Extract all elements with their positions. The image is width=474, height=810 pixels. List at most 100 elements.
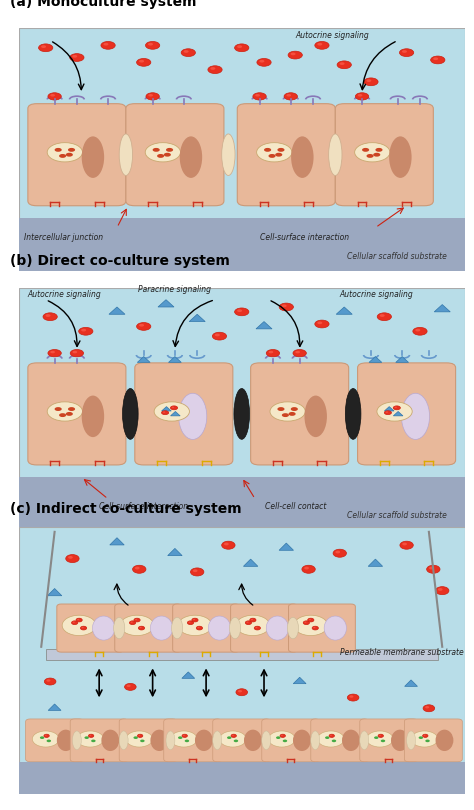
Circle shape: [59, 413, 66, 417]
Polygon shape: [47, 589, 62, 595]
FancyBboxPatch shape: [213, 719, 271, 761]
Circle shape: [146, 41, 160, 49]
Circle shape: [377, 313, 392, 321]
Circle shape: [280, 734, 285, 737]
Circle shape: [72, 620, 78, 625]
Text: (c) Indirect co-culture system: (c) Indirect co-culture system: [10, 502, 242, 516]
Circle shape: [208, 66, 222, 74]
Circle shape: [303, 620, 310, 625]
Circle shape: [120, 616, 154, 636]
FancyBboxPatch shape: [70, 719, 128, 761]
Text: Cell-surface interaction: Cell-surface interaction: [99, 501, 188, 511]
Ellipse shape: [114, 617, 125, 639]
Polygon shape: [405, 680, 418, 686]
Circle shape: [288, 51, 302, 59]
Circle shape: [126, 731, 153, 747]
Ellipse shape: [342, 730, 360, 751]
Circle shape: [68, 407, 75, 411]
Ellipse shape: [266, 616, 289, 640]
Circle shape: [139, 60, 144, 62]
Ellipse shape: [262, 731, 271, 750]
Circle shape: [133, 565, 146, 573]
Circle shape: [70, 53, 84, 62]
Circle shape: [181, 49, 195, 57]
Ellipse shape: [73, 731, 82, 750]
Circle shape: [256, 143, 292, 162]
Ellipse shape: [123, 389, 138, 439]
Circle shape: [384, 411, 392, 415]
Circle shape: [157, 154, 164, 158]
Circle shape: [43, 313, 57, 321]
Ellipse shape: [311, 731, 319, 750]
Ellipse shape: [291, 136, 314, 178]
Circle shape: [46, 680, 50, 682]
Circle shape: [191, 568, 204, 576]
Text: Cell-cell contact: Cell-cell contact: [264, 501, 326, 511]
Circle shape: [224, 543, 229, 545]
Circle shape: [356, 92, 369, 100]
Ellipse shape: [436, 730, 453, 751]
Circle shape: [193, 619, 195, 620]
Circle shape: [70, 349, 83, 356]
Circle shape: [364, 78, 378, 86]
Polygon shape: [336, 307, 352, 314]
Circle shape: [415, 329, 420, 331]
Polygon shape: [189, 314, 205, 322]
Circle shape: [129, 620, 136, 625]
Circle shape: [269, 351, 273, 353]
Circle shape: [145, 143, 181, 162]
Circle shape: [289, 412, 296, 416]
Circle shape: [72, 55, 77, 58]
Circle shape: [178, 616, 212, 636]
Circle shape: [40, 736, 45, 739]
Circle shape: [227, 736, 231, 739]
Circle shape: [257, 58, 271, 66]
FancyBboxPatch shape: [231, 604, 298, 652]
Text: Cellular scaffold substrate: Cellular scaffold substrate: [347, 511, 447, 521]
Circle shape: [270, 402, 305, 421]
Text: Cell-surface interaction: Cell-surface interaction: [260, 232, 349, 242]
Circle shape: [317, 43, 322, 45]
Circle shape: [400, 49, 414, 57]
Ellipse shape: [179, 394, 207, 439]
Circle shape: [284, 92, 298, 100]
Circle shape: [146, 92, 159, 100]
Circle shape: [436, 586, 449, 595]
Ellipse shape: [328, 134, 342, 176]
Circle shape: [293, 349, 306, 356]
Bar: [46, 650, 438, 660]
Polygon shape: [293, 677, 306, 684]
Circle shape: [366, 154, 374, 158]
Circle shape: [250, 618, 256, 622]
Circle shape: [219, 731, 246, 747]
Circle shape: [84, 736, 89, 739]
Circle shape: [237, 45, 242, 48]
Ellipse shape: [389, 136, 411, 178]
Circle shape: [313, 627, 315, 629]
Ellipse shape: [57, 730, 75, 751]
FancyBboxPatch shape: [119, 719, 177, 761]
Circle shape: [101, 41, 115, 49]
Circle shape: [402, 50, 407, 53]
Circle shape: [302, 565, 315, 573]
Circle shape: [237, 309, 242, 312]
Circle shape: [277, 407, 284, 411]
Circle shape: [394, 407, 397, 408]
Ellipse shape: [172, 617, 182, 639]
FancyBboxPatch shape: [251, 363, 349, 465]
Circle shape: [315, 41, 329, 49]
Circle shape: [294, 616, 328, 636]
Circle shape: [325, 736, 329, 739]
Ellipse shape: [287, 617, 299, 639]
FancyBboxPatch shape: [311, 719, 369, 761]
Text: (b) Direct co-culture system: (b) Direct co-culture system: [10, 254, 230, 268]
Circle shape: [423, 705, 435, 712]
Polygon shape: [168, 356, 182, 362]
Circle shape: [48, 92, 61, 100]
FancyBboxPatch shape: [262, 719, 319, 761]
Circle shape: [304, 567, 309, 569]
Text: Permeable membrane substrate: Permeable membrane substrate: [340, 648, 464, 657]
Circle shape: [425, 740, 430, 742]
Circle shape: [77, 619, 79, 620]
Polygon shape: [168, 548, 182, 556]
